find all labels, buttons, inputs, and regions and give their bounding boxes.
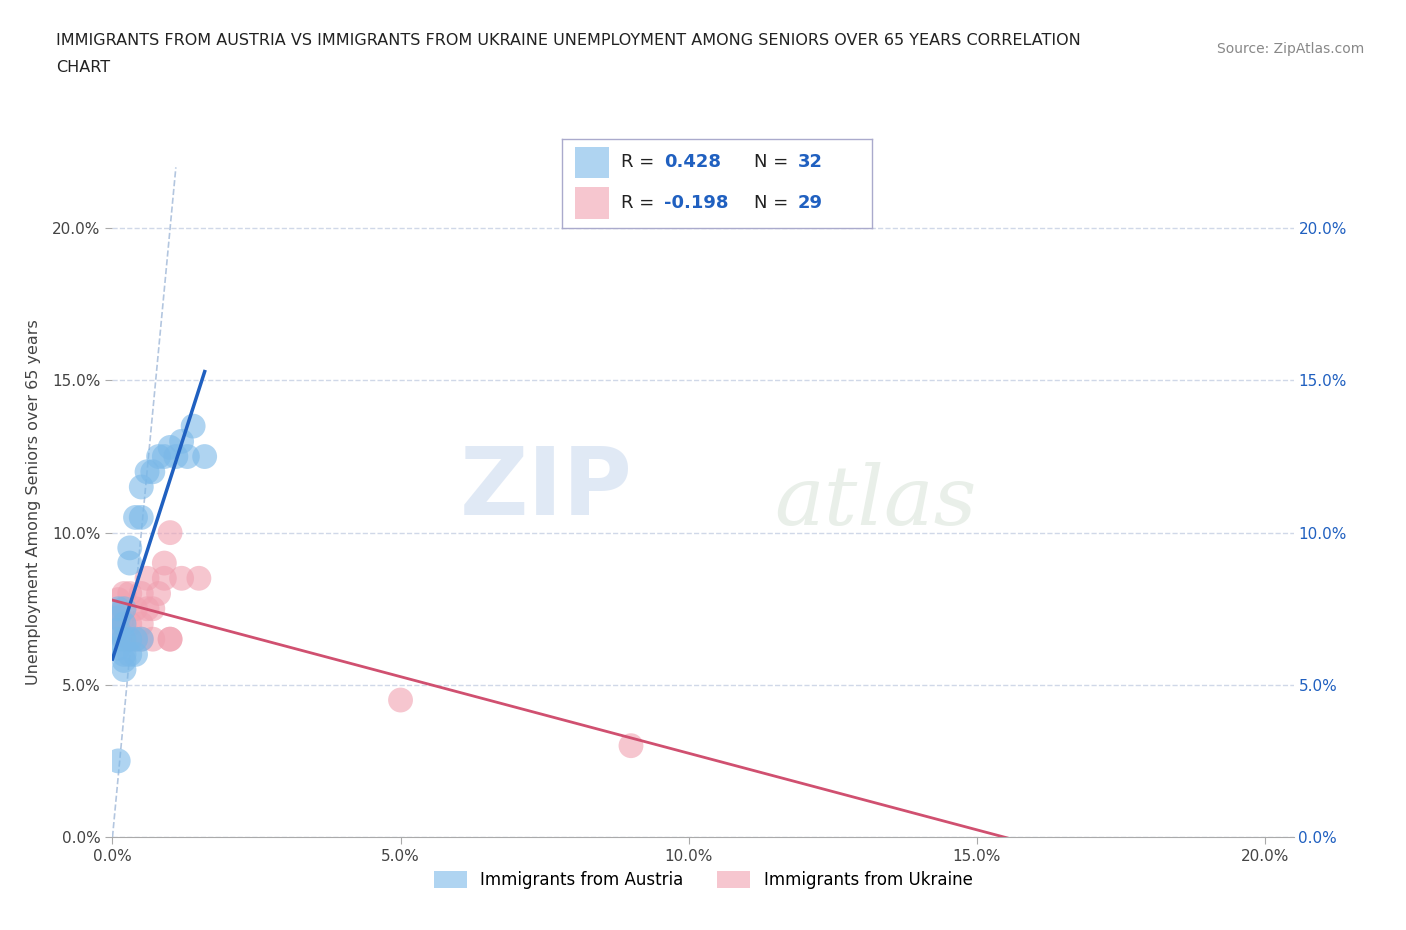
Point	[187, 571, 209, 586]
Point	[159, 440, 181, 455]
Point	[118, 631, 141, 646]
Point	[112, 631, 135, 646]
Point	[136, 602, 159, 617]
Point	[118, 586, 141, 601]
Point	[136, 571, 159, 586]
Point	[118, 647, 141, 662]
Point	[389, 693, 412, 708]
Point	[118, 617, 141, 631]
Point	[159, 631, 181, 646]
Text: N =: N =	[754, 194, 794, 212]
Text: ZIP: ZIP	[460, 443, 633, 535]
Point	[170, 571, 193, 586]
Point	[112, 653, 135, 668]
Point	[124, 631, 146, 646]
Point	[107, 610, 129, 625]
Text: IMMIGRANTS FROM AUSTRIA VS IMMIGRANTS FROM UKRAINE UNEMPLOYMENT AMONG SENIORS OV: IMMIGRANTS FROM AUSTRIA VS IMMIGRANTS FR…	[56, 33, 1081, 47]
Point	[176, 449, 198, 464]
Point	[112, 617, 135, 631]
Point	[129, 480, 152, 495]
Point	[112, 662, 135, 677]
Point	[112, 602, 135, 617]
Text: 29: 29	[797, 194, 823, 212]
Point	[142, 602, 165, 617]
Point	[170, 434, 193, 449]
Point	[129, 617, 152, 631]
Point	[107, 592, 129, 607]
Text: Source: ZipAtlas.com: Source: ZipAtlas.com	[1216, 42, 1364, 56]
FancyBboxPatch shape	[575, 187, 609, 219]
Text: CHART: CHART	[56, 60, 110, 75]
Text: 0.428: 0.428	[665, 153, 721, 171]
Point	[118, 555, 141, 570]
Point	[124, 647, 146, 662]
Point	[129, 631, 152, 646]
Point	[153, 571, 176, 586]
Point	[107, 622, 129, 637]
Legend: Immigrants from Austria, Immigrants from Ukraine: Immigrants from Austria, Immigrants from…	[427, 864, 979, 896]
Text: atlas: atlas	[773, 462, 976, 542]
Point	[129, 586, 152, 601]
Point	[620, 738, 643, 753]
Point	[165, 449, 187, 464]
Point	[118, 540, 141, 555]
Point	[112, 602, 135, 617]
Point	[107, 753, 129, 768]
Point	[148, 449, 170, 464]
Text: R =: R =	[621, 194, 661, 212]
Point	[118, 631, 141, 646]
Text: R =: R =	[621, 153, 661, 171]
Point	[142, 631, 165, 646]
Point	[124, 510, 146, 525]
Point	[129, 510, 152, 525]
Text: 32: 32	[797, 153, 823, 171]
Point	[124, 602, 146, 617]
Y-axis label: Unemployment Among Seniors over 65 years: Unemployment Among Seniors over 65 years	[27, 319, 41, 685]
Point	[159, 631, 181, 646]
FancyBboxPatch shape	[575, 147, 609, 179]
Point	[107, 641, 129, 656]
Text: -0.198: -0.198	[665, 194, 728, 212]
Point	[194, 449, 217, 464]
Point	[148, 586, 170, 601]
Point	[112, 617, 135, 631]
Point	[142, 464, 165, 479]
Point	[136, 464, 159, 479]
Point	[153, 555, 176, 570]
Text: N =: N =	[754, 153, 794, 171]
Point	[112, 631, 135, 646]
Point	[112, 586, 135, 601]
Point	[153, 449, 176, 464]
Point	[124, 631, 146, 646]
Point	[129, 631, 152, 646]
Point	[159, 525, 181, 540]
Point	[181, 418, 204, 433]
Point	[107, 631, 129, 646]
Point	[107, 610, 129, 625]
Point	[112, 647, 135, 662]
Point	[107, 617, 129, 631]
Point	[107, 602, 129, 617]
